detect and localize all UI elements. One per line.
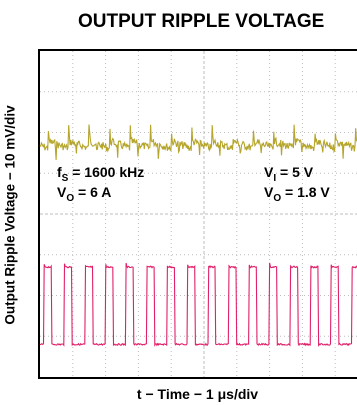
vi-annotation: VI = 5 V: [264, 164, 314, 184]
vo-annotation: VO = 6 A: [57, 184, 112, 204]
fs-annotation: fS = 1600 kHz: [57, 164, 145, 184]
vout-annotation: VO = 1.8 V: [264, 184, 330, 204]
switch-node-trace: [39, 262, 357, 347]
x-axis-label: t − Time − 1 μs/div: [136, 386, 259, 402]
grid: [40, 51, 357, 377]
chart-title: OUTPUT RIPPLE VOLTAGE: [78, 11, 325, 32]
ripple-trace: [39, 124, 357, 161]
